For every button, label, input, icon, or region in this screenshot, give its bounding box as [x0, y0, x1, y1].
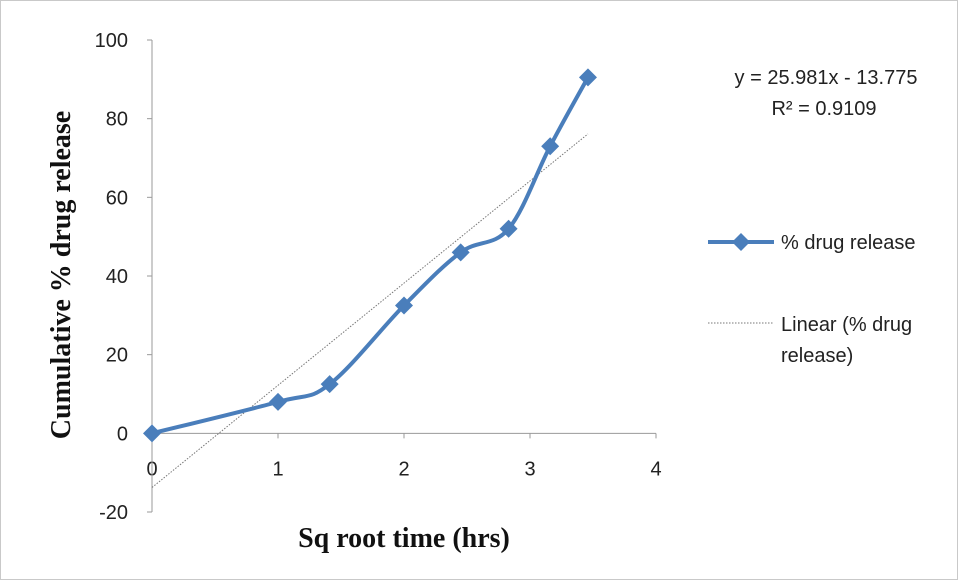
series-markers [143, 68, 597, 443]
y-tick-label: 40 [106, 266, 128, 288]
data-point-marker [451, 243, 470, 262]
trendline-r-squared: R² = 0.9109 [771, 98, 876, 120]
y-tick-label: 60 [106, 187, 128, 209]
x-tick-label: 1 [272, 458, 283, 480]
x-tick-label: 2 [398, 458, 409, 480]
data-point-marker [541, 137, 560, 156]
y-tick-label: 100 [95, 30, 128, 52]
y-axis-title: Cumulative % drug release [46, 111, 77, 439]
x-tick-marks [151, 433, 657, 439]
legend-series-label: % drug release [781, 232, 916, 254]
x-axis-title: Sq root time (hrs) [298, 523, 510, 554]
data-point-marker [320, 375, 339, 394]
x-tick-label: 4 [650, 458, 661, 480]
legend-series-marker [732, 233, 750, 251]
y-tick-label: 0 [117, 423, 128, 445]
data-point-marker [578, 68, 597, 87]
series-line-drug-release [150, 75, 590, 436]
trendline-equation: y = 25.981x - 13.775 [735, 67, 918, 89]
legend-trendline-label-line1: Linear (% drug [781, 314, 912, 336]
y-tick-label: -20 [99, 502, 128, 524]
y-tick-label: 80 [106, 109, 128, 131]
y-tick-labels: -20 0 20 40 60 80 100 [95, 30, 128, 524]
x-tick-label: 3 [524, 458, 535, 480]
linear-trendline [151, 133, 589, 488]
legend: % drug release Linear (% drug release) [708, 232, 916, 367]
legend-trendline-label-line2: release) [781, 345, 853, 367]
data-point-marker [143, 424, 161, 443]
data-point-marker [499, 219, 518, 238]
data-point-marker [269, 392, 287, 411]
y-tick-label: 20 [106, 345, 128, 367]
data-point-marker [395, 296, 413, 315]
